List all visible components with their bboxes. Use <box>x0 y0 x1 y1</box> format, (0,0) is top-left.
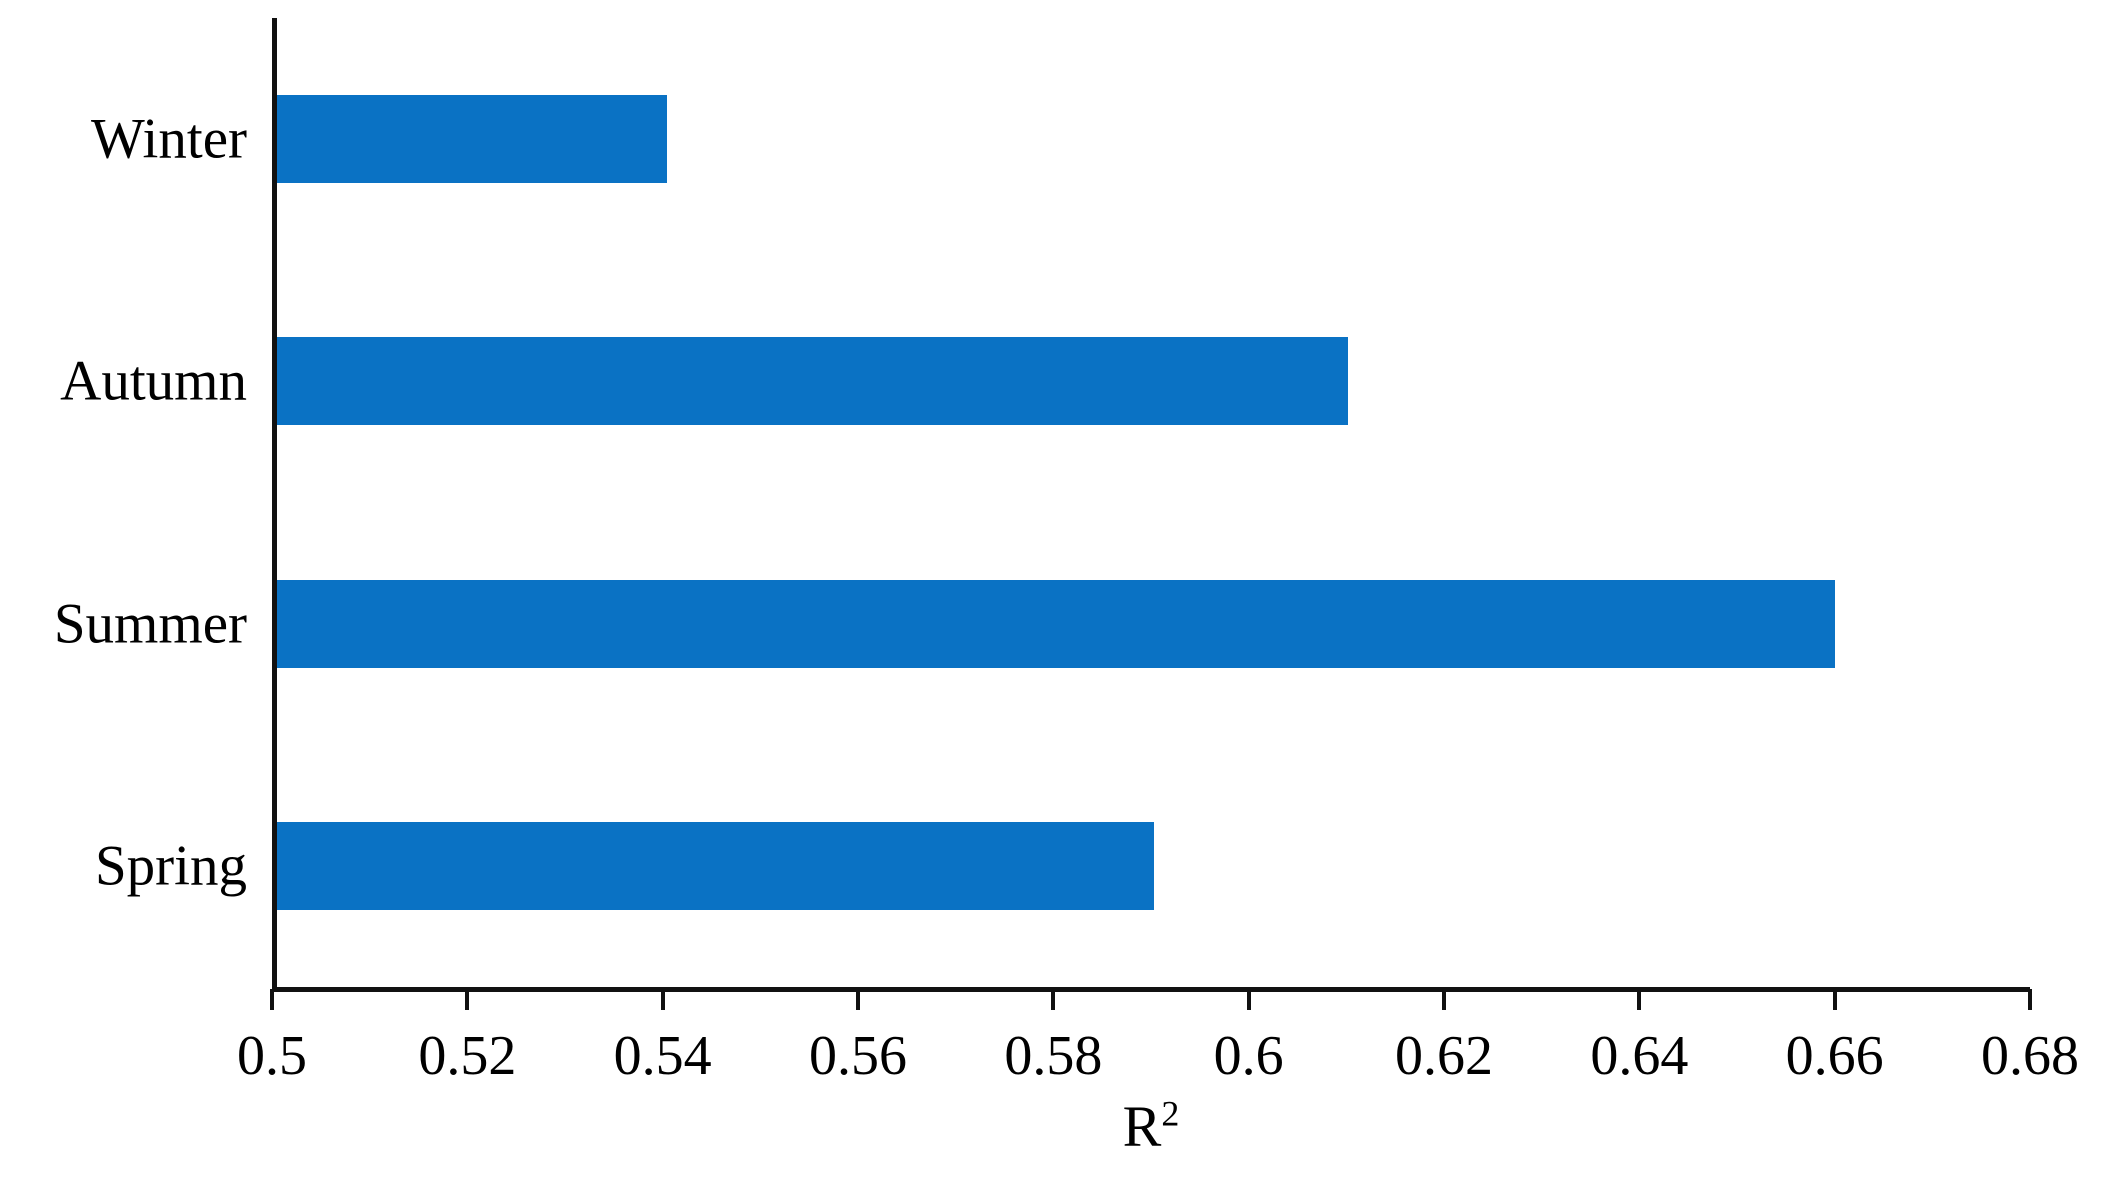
x-tick-mark <box>1832 989 1837 1010</box>
x-tick-label: 0.66 <box>1785 1025 1884 1087</box>
x-tick-label: 0.54 <box>613 1025 712 1087</box>
x-tick-label: 0.5 <box>237 1025 307 1087</box>
bar-row: Spring <box>95 745 2030 987</box>
x-tick-mark <box>465 989 470 1010</box>
x-tick-label: 0.58 <box>1004 1025 1103 1087</box>
x-tick-mark <box>1051 989 1056 1010</box>
x-tick-label: 0.6 <box>1213 1025 1284 1087</box>
x-tick-label: 0.62 <box>1394 1025 1493 1087</box>
x-tick-mark <box>270 989 274 1010</box>
category-label: Summer <box>53 592 247 656</box>
x-tick-mark <box>1441 989 1446 1010</box>
x-tick-mark <box>1246 989 1251 1010</box>
x-tick-label: 0.64 <box>1590 1025 1689 1087</box>
bar-row: Winter <box>91 18 2030 260</box>
x-axis-label-superscript: 2 <box>1161 1093 1180 1134</box>
bar-autumn <box>277 337 1349 426</box>
category-label: Winter <box>91 107 247 171</box>
x-tick-label: 0.68 <box>1981 1025 2079 1087</box>
x-tick-mark <box>2028 989 2032 1010</box>
x-tick-mark <box>660 989 665 1010</box>
category-label: Spring <box>94 834 247 898</box>
bar-row: Autumn <box>60 260 2030 502</box>
x-axis-label-base: R <box>1122 1094 1162 1159</box>
bar-spring <box>277 821 1154 910</box>
x-axis: 0.5 0.52 0.54 0.56 0.58 0.6 0.62 0.64 0.66 0.68 <box>237 989 2079 1122</box>
bar-summer <box>277 579 1836 668</box>
x-tick-label: 0.52 <box>418 1025 517 1087</box>
bar-row: Summer <box>54 503 2030 745</box>
x-tick-mark <box>855 989 860 1010</box>
bar-winter <box>277 95 667 184</box>
category-label: Autumn <box>60 349 247 413</box>
plot-area: Winter Autumn Summer Spring <box>54 18 2030 992</box>
x-tick-label: 0.56 <box>808 1025 907 1087</box>
x-axis-label: R2 <box>272 1096 2030 1156</box>
x-tick-mark <box>1637 989 1642 1010</box>
